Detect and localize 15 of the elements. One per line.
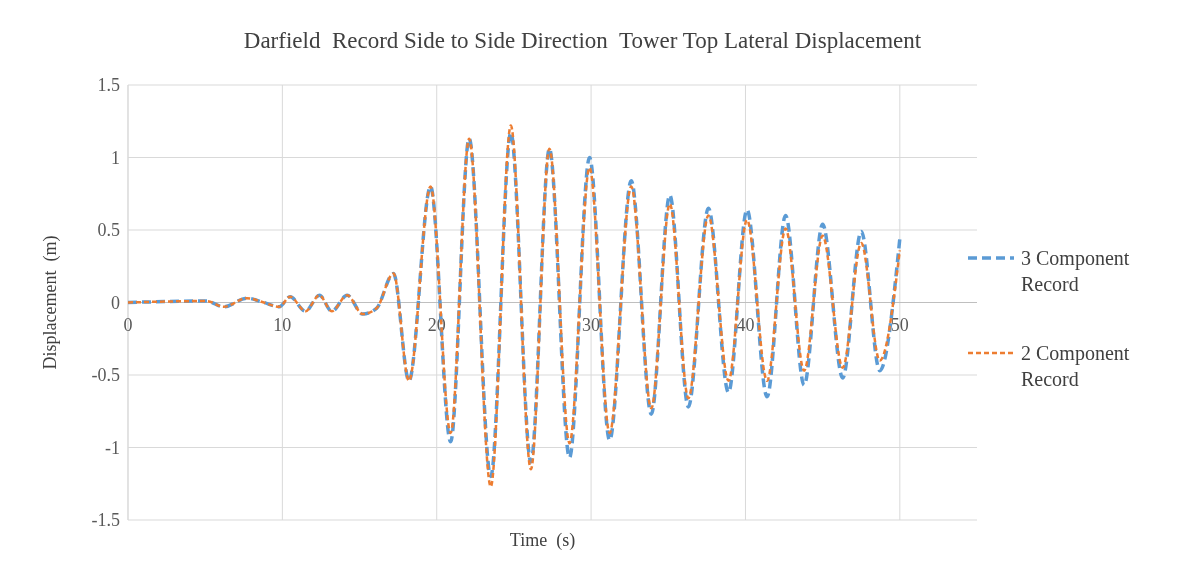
y-tick-label: 1	[111, 147, 120, 168]
legend-label: 2 Component Record	[1021, 342, 1130, 390]
y-tick-label: 0.5	[97, 220, 120, 241]
y-tick-label: 0	[111, 292, 120, 313]
y-tick-label: 1.5	[97, 75, 120, 96]
legend-label: 3 Component Record	[1021, 247, 1130, 295]
x-axis-title: Time (s)	[509, 530, 576, 551]
x-tick-label: 40	[736, 314, 755, 335]
y-tick-label: -1.5	[91, 510, 120, 531]
y-tick-label: -1	[105, 437, 120, 458]
x-tick-label: 30	[582, 314, 601, 335]
y-tick-label: -0.5	[91, 365, 120, 386]
y-axis-title: Displacement (m)	[40, 235, 61, 370]
x-tick-label: 10	[273, 314, 292, 335]
chart-title: Darfield Record Side to Side Direction Tower Top Lateral Displacement	[243, 28, 922, 53]
